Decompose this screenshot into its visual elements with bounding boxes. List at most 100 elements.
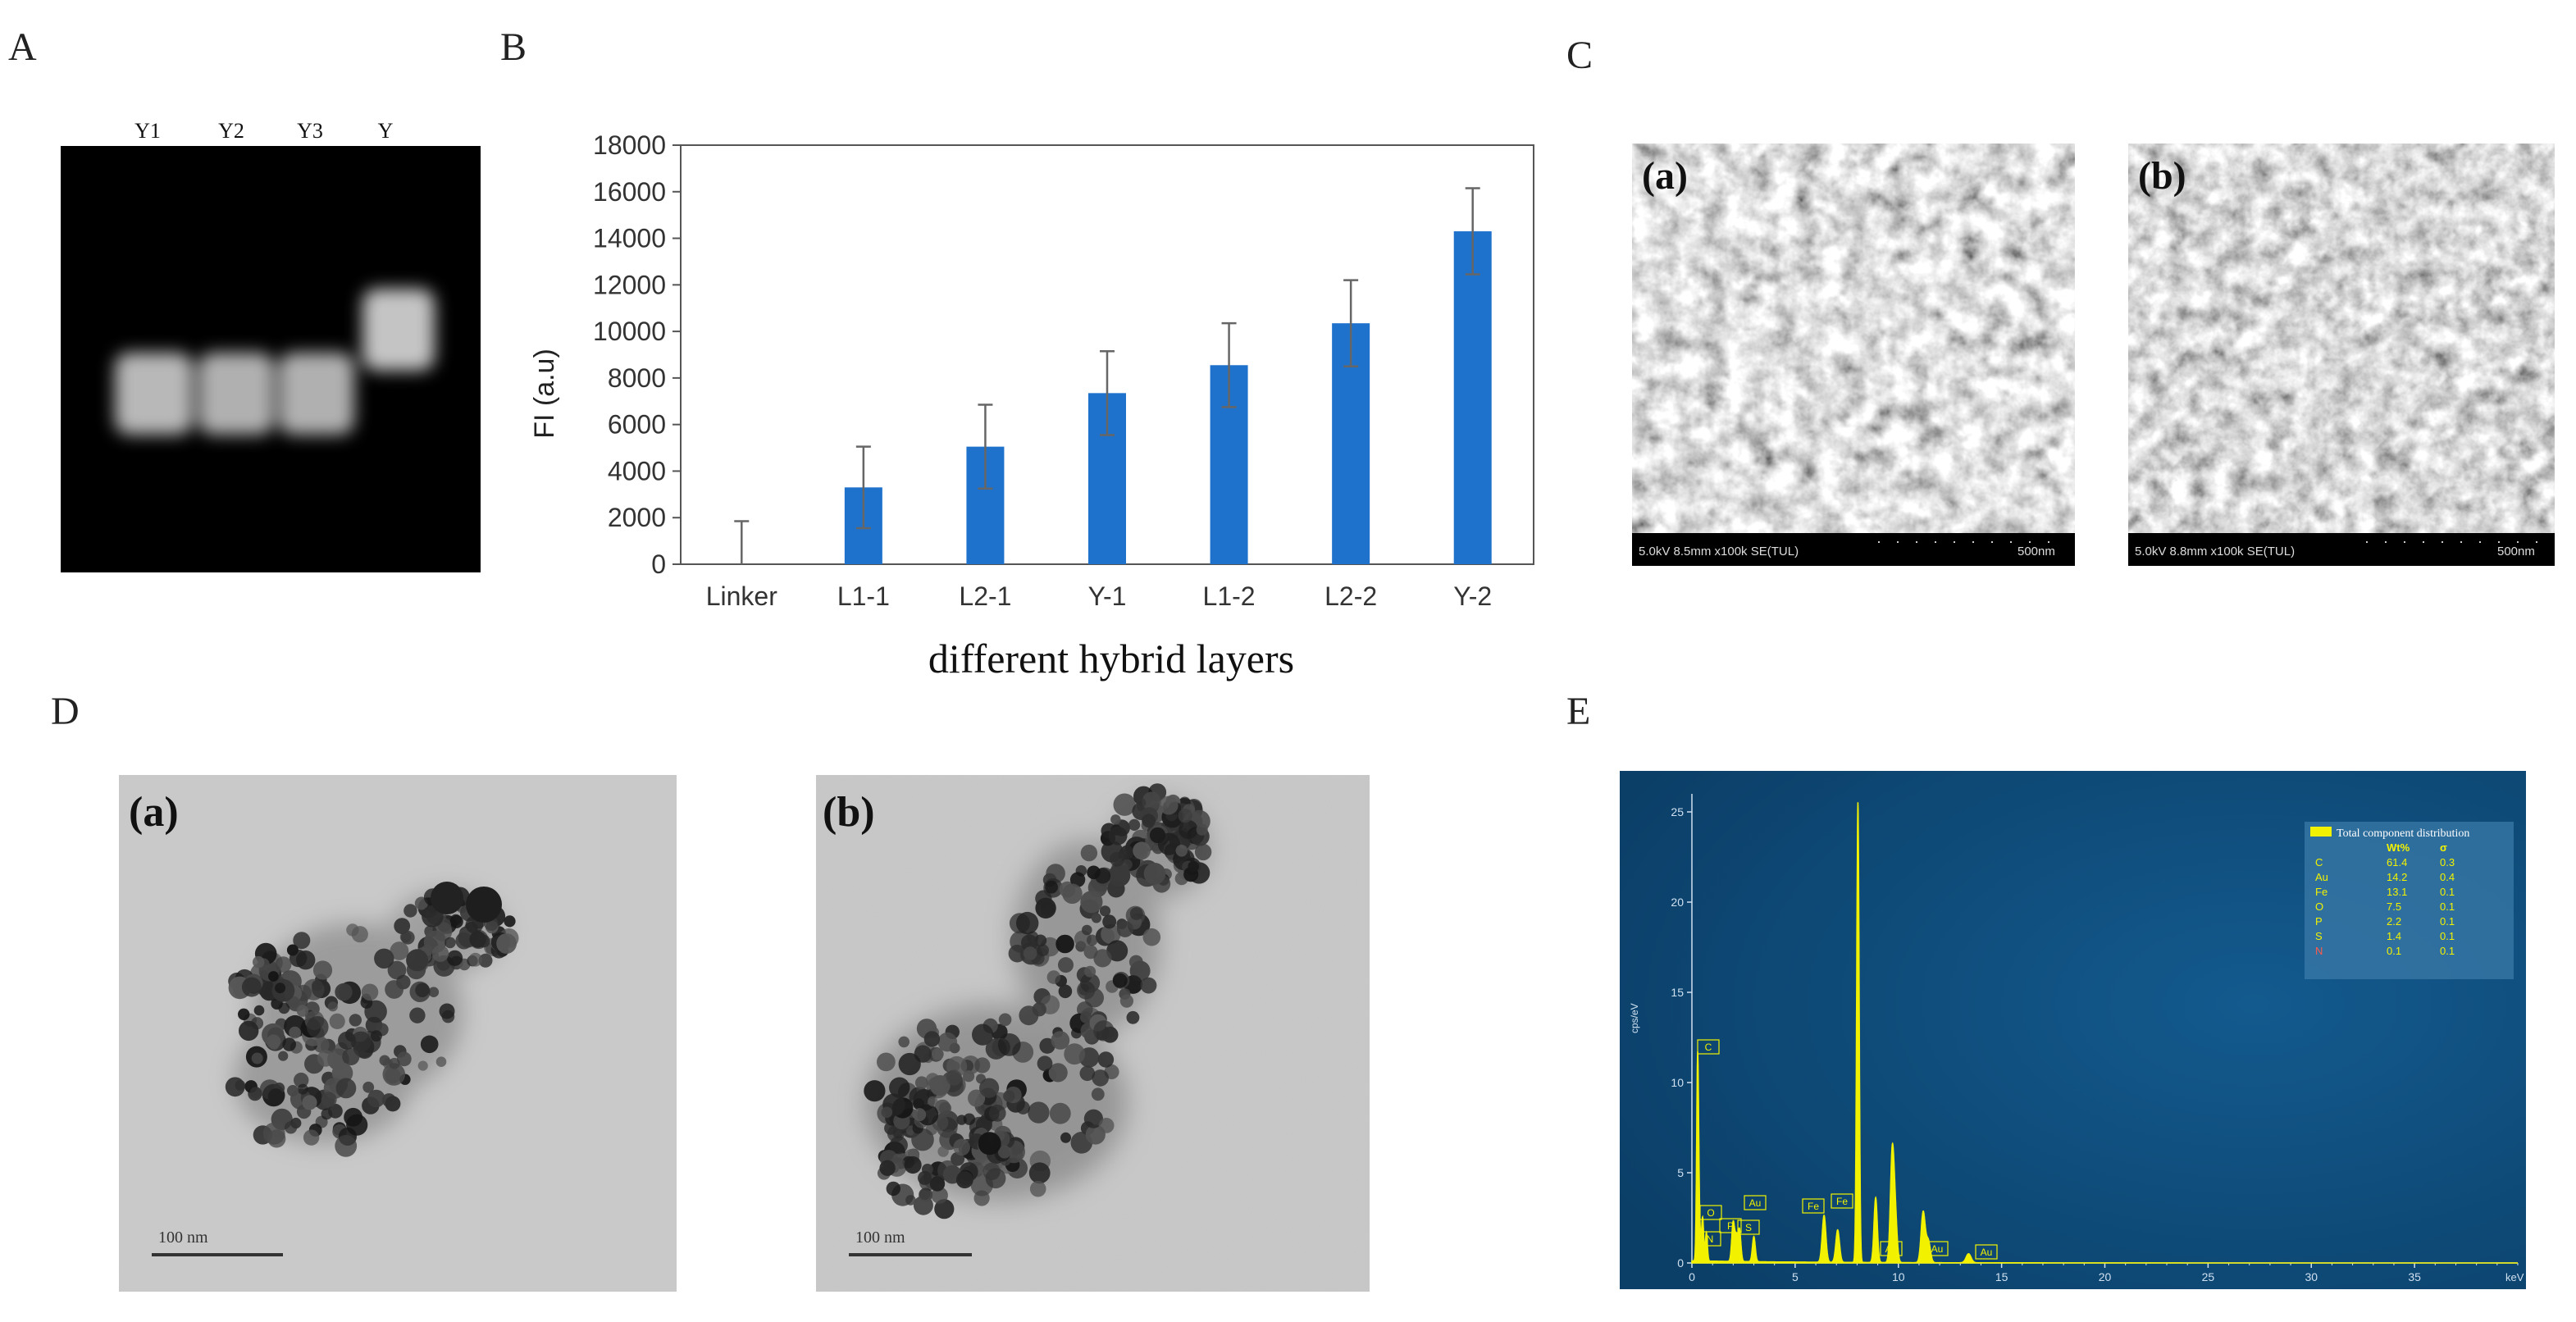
nanoparticle bbox=[913, 1195, 933, 1215]
x-tick-label: L2-1 bbox=[959, 581, 1011, 611]
nanoparticle bbox=[1084, 987, 1104, 1008]
eds-legend-wt: 1.4 bbox=[2387, 930, 2401, 942]
eds-peak-label-box bbox=[1926, 1241, 1949, 1256]
nanoparticle bbox=[312, 960, 333, 980]
sem-panel-label: (a) bbox=[1642, 154, 1688, 198]
nanoparticle bbox=[329, 1013, 345, 1029]
nanoparticle bbox=[435, 1056, 447, 1067]
nanoparticle bbox=[1149, 827, 1166, 844]
eds-y-tick-label: 15 bbox=[1671, 986, 1684, 999]
nanoparticle bbox=[296, 1005, 309, 1017]
nanoparticle bbox=[963, 1113, 976, 1125]
nanoparticle bbox=[1113, 793, 1136, 816]
nanoparticle bbox=[278, 1002, 290, 1014]
nanoparticle bbox=[351, 926, 368, 943]
nanoparticle bbox=[1142, 791, 1161, 811]
nanoparticle bbox=[1175, 845, 1188, 857]
eds-legend-wt: 0.1 bbox=[2387, 945, 2401, 957]
y-tick-label: 4000 bbox=[608, 456, 666, 485]
nanoparticle bbox=[268, 971, 279, 982]
nanoparticle bbox=[361, 983, 379, 1001]
eds-peak-label: Fe bbox=[1836, 1196, 1848, 1207]
y-tick-label: 12000 bbox=[593, 270, 666, 299]
y-tick-label: 18000 bbox=[593, 130, 666, 160]
sem-image-b: (b) 5.0kV 8.8mm x100k SE(TUL) 500nm bbox=[2128, 144, 2555, 566]
nanoparticle bbox=[1093, 949, 1112, 968]
nanoparticle bbox=[321, 1092, 337, 1108]
nanoparticle bbox=[253, 955, 265, 969]
eds-peak-label-box bbox=[1697, 1039, 1720, 1055]
nanoparticle bbox=[1080, 973, 1101, 993]
nanoparticle bbox=[1128, 955, 1143, 969]
nanoparticle bbox=[973, 1190, 990, 1206]
y-tick-label: 16000 bbox=[593, 177, 666, 207]
nanoparticle bbox=[468, 952, 483, 967]
nanoparticle bbox=[1037, 944, 1049, 957]
x-axis-label: different hybrid layers bbox=[928, 636, 1294, 682]
tem-image-b: (b) 100 nm bbox=[816, 775, 1370, 1292]
eds-y-axis-label: cps/eV bbox=[1629, 1003, 1640, 1033]
nanoparticle bbox=[928, 1096, 938, 1107]
nanoparticle bbox=[455, 932, 472, 950]
nanoparticle bbox=[466, 887, 502, 923]
nanoparticle bbox=[898, 1036, 910, 1048]
nanoparticle bbox=[449, 914, 462, 926]
nanoparticle bbox=[1064, 1043, 1086, 1065]
eds-x-tick-label: 15 bbox=[1995, 1270, 2008, 1283]
nanoparticle bbox=[262, 1122, 285, 1145]
nanoparticle bbox=[306, 1016, 329, 1038]
nanoparticle bbox=[1048, 1063, 1068, 1083]
nanoparticle bbox=[913, 1108, 927, 1122]
eds-x-tick-label: 10 bbox=[1892, 1270, 1905, 1283]
nanoparticle bbox=[302, 1095, 317, 1110]
nanoparticle bbox=[972, 1023, 994, 1046]
nanoparticle bbox=[1028, 1101, 1050, 1124]
gel-lane-label: Y bbox=[378, 119, 394, 143]
y-tick-label: 10000 bbox=[593, 317, 666, 346]
nanoparticle bbox=[496, 933, 517, 954]
nanoparticle bbox=[396, 1051, 412, 1067]
bar bbox=[1453, 231, 1492, 564]
nanoparticle bbox=[239, 1020, 259, 1042]
nanoparticle bbox=[1003, 1090, 1015, 1102]
nanoparticle bbox=[1133, 841, 1151, 860]
sem-scale-label: 500nm bbox=[2497, 545, 2535, 558]
nanoparticle bbox=[367, 1089, 385, 1108]
nanoparticle bbox=[1060, 1132, 1071, 1143]
eds-legend-element: O bbox=[2315, 900, 2323, 913]
eds-x-tick-label: 20 bbox=[2099, 1270, 2112, 1283]
nanoparticle bbox=[1084, 965, 1097, 978]
nanoparticle bbox=[886, 1181, 900, 1197]
nanoparticle bbox=[382, 1063, 406, 1086]
eds-legend-wt: 61.4 bbox=[2387, 856, 2407, 868]
sem-info-text: 5.0kV 8.5mm x100k SE(TUL) bbox=[1639, 545, 1799, 558]
nanoparticle bbox=[1029, 1180, 1046, 1197]
nanoparticle bbox=[918, 1170, 932, 1185]
y-tick-label: 6000 bbox=[608, 410, 666, 440]
nanoparticle bbox=[420, 1035, 439, 1054]
panel-label-d: D bbox=[51, 690, 80, 733]
nanoparticle bbox=[1092, 1069, 1109, 1087]
eds-x-unit: keV bbox=[2505, 1271, 2524, 1283]
nanoparticle bbox=[1188, 860, 1199, 873]
nanoparticle bbox=[267, 1088, 284, 1104]
eds-peak-label: P bbox=[1727, 1220, 1734, 1232]
nanoparticle bbox=[1035, 897, 1056, 919]
nanoparticle bbox=[394, 918, 411, 934]
eds-y-tick-label: 25 bbox=[1671, 805, 1684, 818]
nanoparticle bbox=[1110, 814, 1121, 825]
nanoparticle bbox=[297, 1083, 308, 1095]
eds-peak-label: Au bbox=[1885, 1243, 1898, 1255]
eds-peak-label-box bbox=[1802, 1198, 1825, 1214]
nanoparticle bbox=[1016, 911, 1039, 935]
eds-legend-sigma: 0.4 bbox=[2440, 871, 2455, 883]
nanoparticle bbox=[278, 1051, 289, 1061]
nanoparticle bbox=[389, 1057, 400, 1069]
x-tick-label: Y-1 bbox=[1088, 581, 1127, 611]
nanoparticle bbox=[929, 1176, 946, 1192]
nanoparticle bbox=[1037, 1055, 1053, 1072]
gel-band bbox=[362, 289, 435, 371]
panel-label-a: A bbox=[8, 25, 37, 69]
nanoparticle bbox=[1083, 1109, 1103, 1128]
sem-image-a: (a) 5.0kV 8.5mm x100k SE(TUL) 500nm bbox=[1632, 144, 2075, 566]
